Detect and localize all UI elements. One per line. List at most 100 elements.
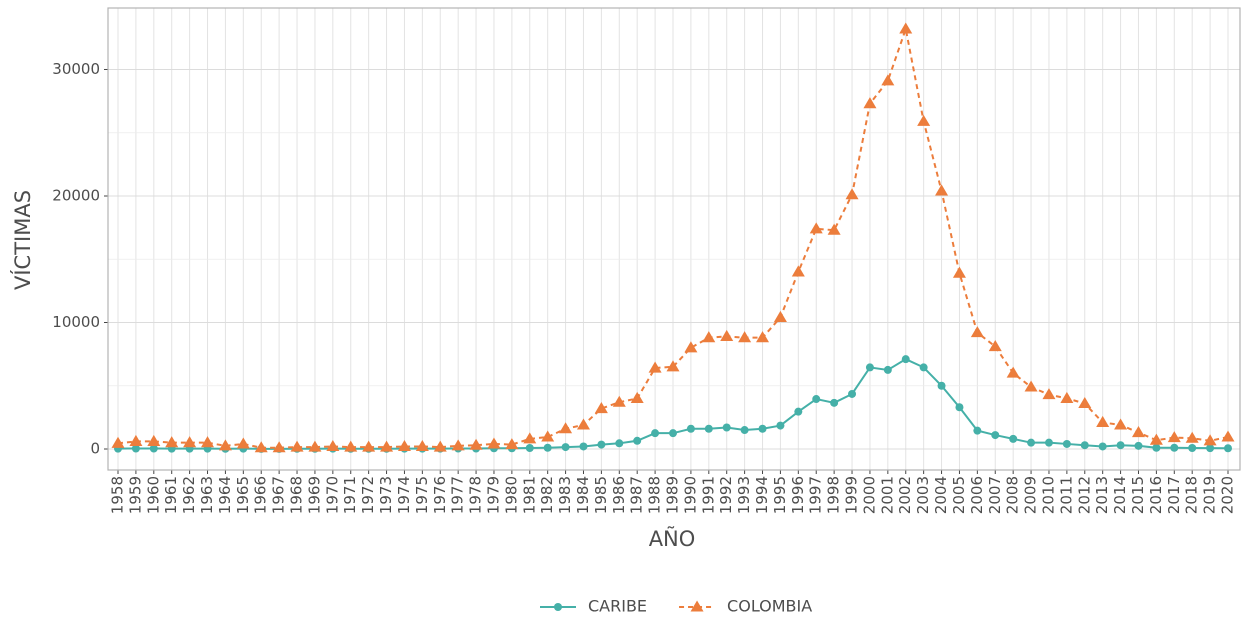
point — [290, 440, 304, 452]
panel-border — [107, 7, 1241, 471]
point — [1044, 438, 1053, 447]
x-tick-label: 2009 — [1022, 476, 1040, 514]
point — [669, 429, 677, 438]
point — [131, 444, 140, 453]
legend-label: CARIBE — [588, 597, 647, 616]
series-line — [117, 25, 1229, 449]
x-tick-label: 2017 — [1165, 476, 1183, 514]
point — [1114, 418, 1128, 430]
point — [1062, 439, 1071, 448]
point — [1188, 443, 1197, 452]
legend-marker — [690, 600, 704, 612]
point — [830, 398, 839, 407]
x-tick-label: 1972 — [359, 476, 377, 514]
x-tick-label: 1979 — [484, 476, 502, 514]
x-tick-label: 2002 — [896, 476, 914, 514]
x-tick-label: 1970 — [323, 476, 341, 514]
x-tick-label: 1962 — [180, 476, 198, 514]
x-tick-label: 1985 — [592, 476, 610, 514]
x-tick-label: 1968 — [288, 476, 306, 514]
x-tick-label: 2016 — [1147, 476, 1165, 514]
x-tick-label: 1983 — [556, 476, 574, 514]
point — [937, 381, 946, 390]
point — [773, 310, 787, 322]
x-tick-label: 1994 — [753, 476, 771, 514]
x-axis-title: AÑO — [649, 525, 696, 551]
x-tick-label: 1976 — [431, 476, 449, 514]
point — [883, 365, 892, 374]
x-tick-label: 2013 — [1093, 476, 1111, 514]
y-tick-label: 30000 — [52, 60, 100, 78]
point — [633, 436, 642, 445]
y-axis-title: VÍCTIMAS — [10, 190, 35, 290]
point — [469, 438, 483, 450]
x-tick-label: 1960 — [144, 476, 162, 514]
point — [899, 22, 913, 34]
point — [955, 403, 964, 412]
x-tick-label: 1973 — [377, 476, 395, 514]
point — [1009, 434, 1018, 443]
point — [973, 426, 982, 435]
x-tick-label: 1964 — [216, 476, 234, 514]
point — [165, 436, 179, 448]
point — [1096, 415, 1110, 427]
point — [1221, 430, 1235, 442]
x-tick-label: 1977 — [449, 476, 467, 514]
point — [794, 407, 803, 416]
point — [326, 439, 340, 452]
point — [1006, 366, 1020, 378]
point — [704, 424, 713, 433]
legend-marker — [554, 603, 562, 611]
point — [722, 423, 731, 432]
point — [901, 355, 910, 364]
point — [970, 326, 984, 338]
point — [666, 360, 680, 372]
x-tick-label: 2000 — [860, 476, 878, 514]
point — [543, 443, 552, 452]
x-tick-label: 1988 — [646, 476, 664, 514]
point — [827, 223, 841, 235]
point — [525, 443, 534, 452]
x-tick-label: 1993 — [735, 476, 753, 514]
point — [576, 418, 590, 430]
point — [254, 441, 268, 453]
x-tick-label: 2014 — [1111, 476, 1129, 514]
point — [433, 440, 447, 452]
point — [630, 391, 644, 403]
x-tick-label: 1963 — [198, 476, 216, 514]
x-tick-label: 1984 — [574, 476, 592, 514]
point — [272, 441, 286, 453]
point — [612, 395, 626, 407]
x-tick-label: 1999 — [843, 476, 861, 514]
point — [308, 440, 322, 452]
point — [758, 424, 767, 433]
point — [451, 439, 465, 451]
x-tick-label: 1990 — [681, 476, 699, 514]
point — [597, 440, 606, 449]
point — [1027, 438, 1036, 447]
point — [756, 331, 770, 343]
point — [1167, 431, 1181, 443]
point — [1206, 444, 1215, 453]
x-tick-label: 1981 — [520, 476, 538, 514]
point — [702, 331, 716, 343]
point — [201, 436, 215, 448]
point — [952, 266, 966, 278]
point — [415, 439, 429, 452]
point — [991, 431, 1000, 440]
point — [848, 389, 857, 398]
x-tick-label: 1998 — [825, 476, 843, 514]
point — [147, 434, 161, 446]
x-tick-label: 2006 — [968, 476, 986, 514]
x-tick-label: 2020 — [1219, 476, 1237, 514]
x-tick-label: 2015 — [1129, 476, 1147, 514]
x-tick-label: 2011 — [1057, 476, 1075, 514]
point — [738, 331, 752, 343]
x-tick-label: 1991 — [699, 476, 717, 514]
x-tick-label: 1959 — [126, 476, 144, 514]
x-tick-label: 2019 — [1201, 476, 1219, 514]
point — [845, 188, 859, 200]
point — [111, 436, 125, 448]
point — [720, 329, 734, 341]
point — [881, 74, 895, 86]
